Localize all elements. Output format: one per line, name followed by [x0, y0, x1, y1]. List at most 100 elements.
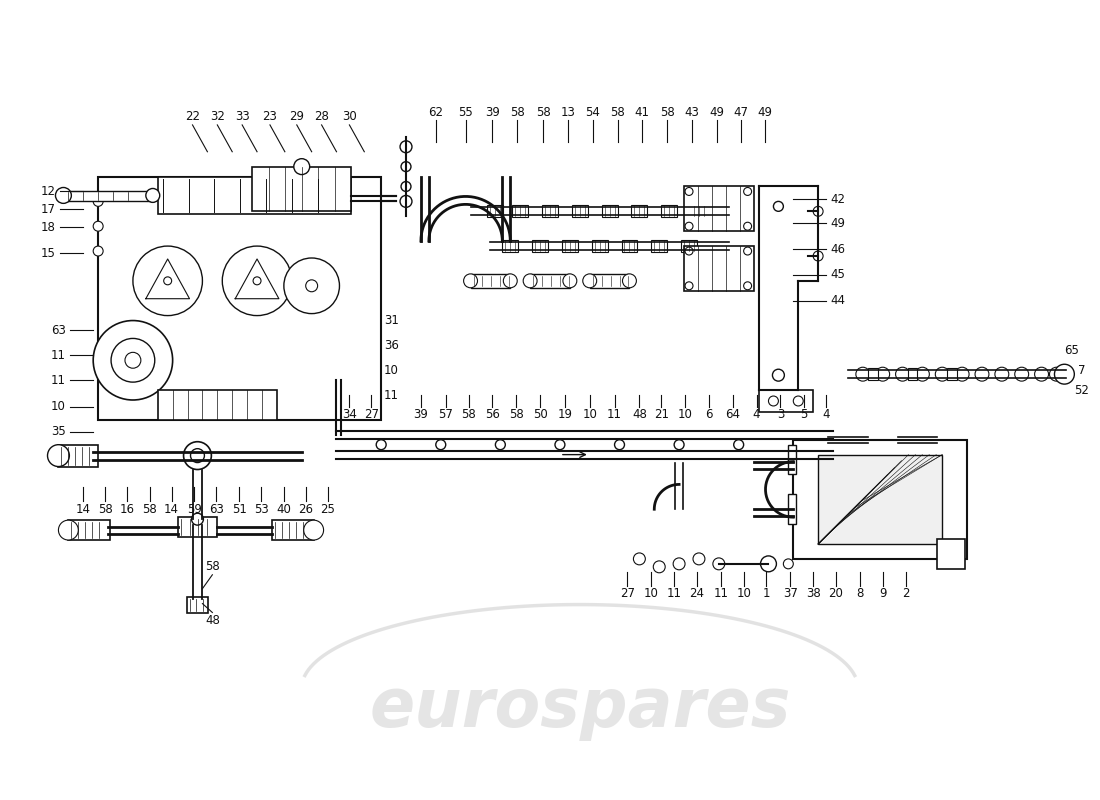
Circle shape — [463, 274, 477, 288]
Circle shape — [955, 367, 969, 381]
Text: 45: 45 — [830, 268, 846, 282]
Circle shape — [583, 274, 596, 288]
Text: 19: 19 — [558, 408, 572, 422]
Bar — [759, 390, 813, 412]
Circle shape — [402, 162, 411, 171]
Text: 32: 32 — [210, 110, 224, 123]
Text: 58: 58 — [461, 408, 476, 422]
Circle shape — [994, 367, 1009, 381]
Circle shape — [284, 258, 340, 314]
Bar — [789, 445, 796, 474]
Circle shape — [58, 520, 78, 540]
Circle shape — [125, 352, 141, 368]
Text: 63: 63 — [51, 324, 66, 337]
Bar — [68, 520, 110, 540]
Bar — [621, 240, 637, 252]
Text: 10: 10 — [678, 408, 693, 422]
Circle shape — [400, 195, 412, 207]
Text: 14: 14 — [76, 502, 91, 516]
Bar — [868, 368, 878, 380]
Bar — [572, 206, 587, 218]
Circle shape — [813, 206, 823, 216]
Text: 65: 65 — [1064, 344, 1079, 357]
Bar — [592, 240, 607, 252]
Text: 15: 15 — [41, 246, 56, 259]
Circle shape — [184, 442, 211, 470]
Text: 1: 1 — [762, 587, 770, 600]
Text: 12: 12 — [41, 185, 56, 198]
Text: 49: 49 — [710, 106, 724, 118]
Bar — [187, 597, 208, 613]
Text: 29: 29 — [289, 110, 305, 123]
Circle shape — [876, 367, 890, 381]
Circle shape — [94, 321, 173, 400]
Circle shape — [685, 282, 693, 290]
Text: 38: 38 — [806, 587, 821, 600]
Bar — [789, 494, 796, 524]
Circle shape — [693, 553, 705, 565]
Circle shape — [685, 222, 693, 230]
Text: 53: 53 — [254, 502, 268, 516]
Text: 27: 27 — [620, 587, 635, 600]
Text: 39: 39 — [414, 408, 428, 422]
Bar — [471, 274, 510, 288]
Text: 46: 46 — [830, 242, 846, 255]
Text: 63: 63 — [209, 502, 223, 516]
Bar — [562, 240, 578, 252]
Text: 11: 11 — [51, 349, 66, 362]
Bar — [937, 539, 965, 569]
Text: 36: 36 — [384, 339, 398, 352]
Text: 34: 34 — [342, 408, 356, 422]
Circle shape — [47, 445, 69, 466]
Text: 49: 49 — [757, 106, 772, 118]
Circle shape — [94, 246, 103, 256]
Circle shape — [634, 553, 646, 565]
Text: 51: 51 — [232, 502, 246, 516]
Circle shape — [673, 558, 685, 570]
Text: 27: 27 — [364, 408, 378, 422]
Text: 30: 30 — [342, 110, 356, 123]
Circle shape — [253, 277, 261, 285]
Text: 39: 39 — [485, 106, 499, 118]
Text: 18: 18 — [41, 221, 56, 234]
Circle shape — [674, 440, 684, 450]
Bar — [691, 206, 707, 218]
Text: 47: 47 — [734, 106, 748, 118]
Bar — [513, 206, 528, 218]
Text: 40: 40 — [276, 502, 292, 516]
Circle shape — [55, 187, 72, 203]
Text: 22: 22 — [185, 110, 200, 123]
Bar — [602, 206, 617, 218]
Circle shape — [769, 396, 779, 406]
Text: 10: 10 — [384, 364, 398, 377]
Text: 10: 10 — [644, 587, 659, 600]
Circle shape — [813, 251, 823, 261]
Circle shape — [744, 247, 751, 255]
Circle shape — [436, 440, 446, 450]
Bar — [542, 206, 558, 218]
Bar — [684, 186, 754, 231]
Text: 28: 28 — [315, 110, 329, 123]
Circle shape — [713, 558, 725, 570]
Circle shape — [783, 559, 793, 569]
Bar — [793, 440, 967, 559]
Bar — [503, 240, 518, 252]
Text: 24: 24 — [690, 587, 704, 600]
Circle shape — [915, 367, 930, 381]
Text: 58: 58 — [510, 106, 525, 118]
Circle shape — [294, 158, 310, 174]
Text: 4: 4 — [752, 408, 760, 422]
Text: 13: 13 — [560, 106, 575, 118]
Text: 6: 6 — [705, 408, 713, 422]
Text: 58: 58 — [610, 106, 625, 118]
Text: 11: 11 — [667, 587, 682, 600]
Circle shape — [164, 277, 172, 285]
Bar — [908, 368, 917, 380]
Circle shape — [975, 367, 989, 381]
Circle shape — [376, 440, 386, 450]
Circle shape — [133, 246, 202, 315]
Text: 25: 25 — [320, 502, 336, 516]
Text: 43: 43 — [684, 106, 700, 118]
Circle shape — [615, 440, 625, 450]
Circle shape — [744, 282, 751, 290]
